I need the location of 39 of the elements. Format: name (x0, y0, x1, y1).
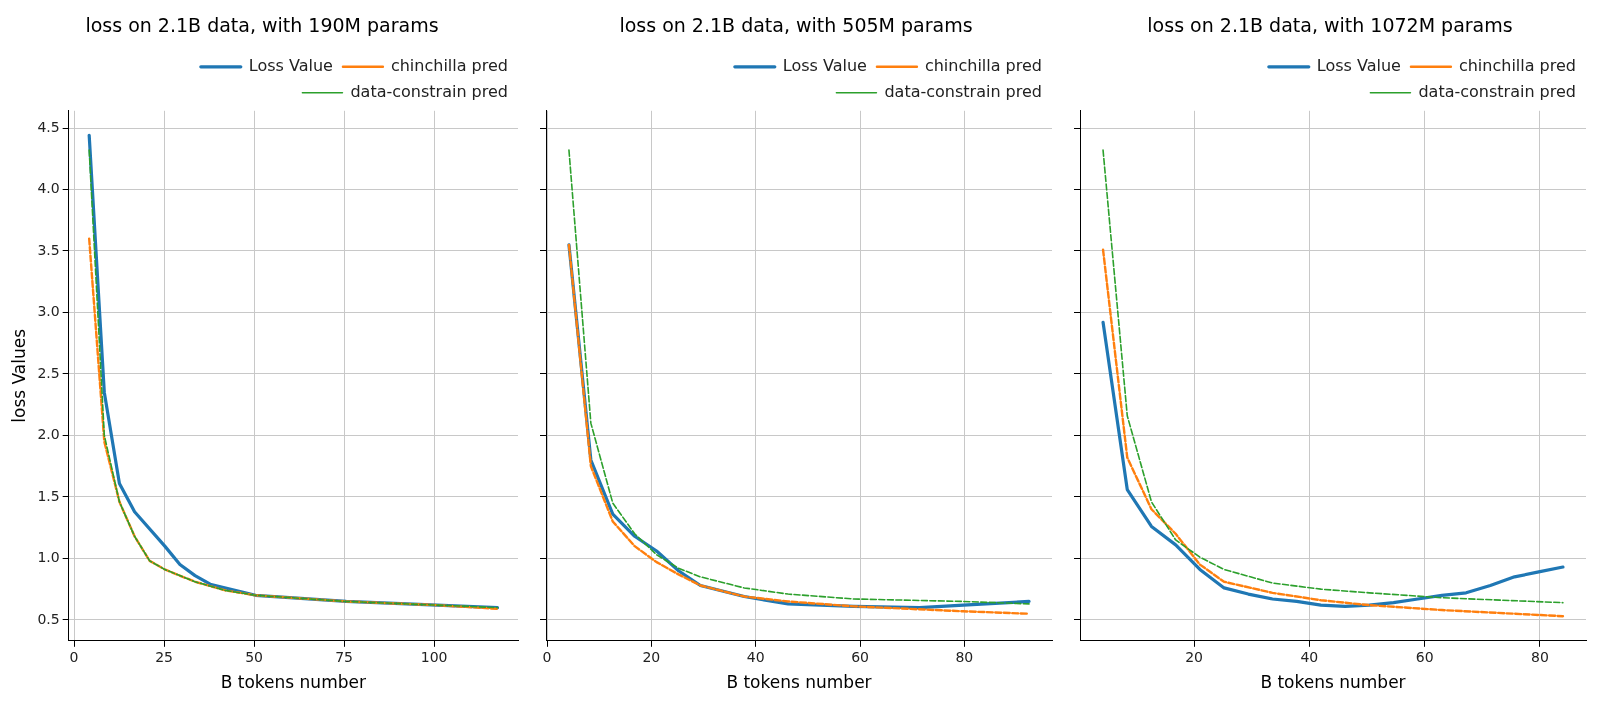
y-tick-label: 3.5 (37, 241, 60, 258)
legend-label: Loss Value (248, 55, 333, 75)
legend-label: chinchilla pred (1458, 55, 1577, 75)
x-tick-label: 40 (746, 648, 765, 665)
y-tick-label: 1.0 (37, 549, 60, 566)
x-axis-title: B tokens number (726, 672, 872, 693)
y-tick-label: 0.5 (37, 610, 60, 627)
y-tick-label: 4.0 (37, 180, 60, 197)
legend-label: data-constrain pred (350, 81, 509, 101)
x-tick-label: 25 (155, 648, 173, 665)
x-tick-label: 60 (1415, 648, 1434, 665)
y-tick-label: 1.5 (37, 487, 60, 504)
legend-label: Loss Value (1316, 55, 1401, 75)
y-axis-title: loss Values (8, 328, 29, 423)
legend-label: data-constrain pred (1418, 81, 1577, 101)
x-tick-label: 0 (542, 648, 552, 665)
chart-title: loss on 2.1B data, with 1072M params (1147, 14, 1513, 37)
x-tick-label: 40 (1300, 648, 1319, 665)
x-tick-label: 75 (335, 648, 354, 665)
x-axis-title: B tokens number (220, 672, 366, 693)
x-tick-label: 80 (955, 648, 974, 665)
x-tick-label: 80 (1530, 648, 1549, 665)
y-tick-label: 2.5 (37, 364, 60, 381)
chart-title: loss on 2.1B data, with 505M params (619, 14, 973, 37)
x-tick-label: 60 (851, 648, 869, 665)
x-tick-label: 50 (245, 648, 263, 665)
x-tick-label: 20 (1185, 648, 1204, 665)
x-axis-title: B tokens number (1260, 672, 1406, 693)
x-tick-label: 100 (420, 648, 448, 665)
legend-label: Loss Value (782, 55, 867, 75)
chart-title: loss on 2.1B data, with 190M params (85, 14, 439, 37)
y-tick-label: 2.0 (37, 426, 60, 443)
y-tick-label: 3.0 (37, 303, 60, 320)
legend-label: chinchilla pred (924, 55, 1043, 75)
x-tick-label: 0 (69, 648, 79, 665)
legend-label: chinchilla pred (390, 55, 509, 75)
x-tick-label: 20 (642, 648, 661, 665)
y-tick-label: 4.5 (37, 118, 60, 135)
legend-label: data-constrain pred (884, 81, 1043, 101)
